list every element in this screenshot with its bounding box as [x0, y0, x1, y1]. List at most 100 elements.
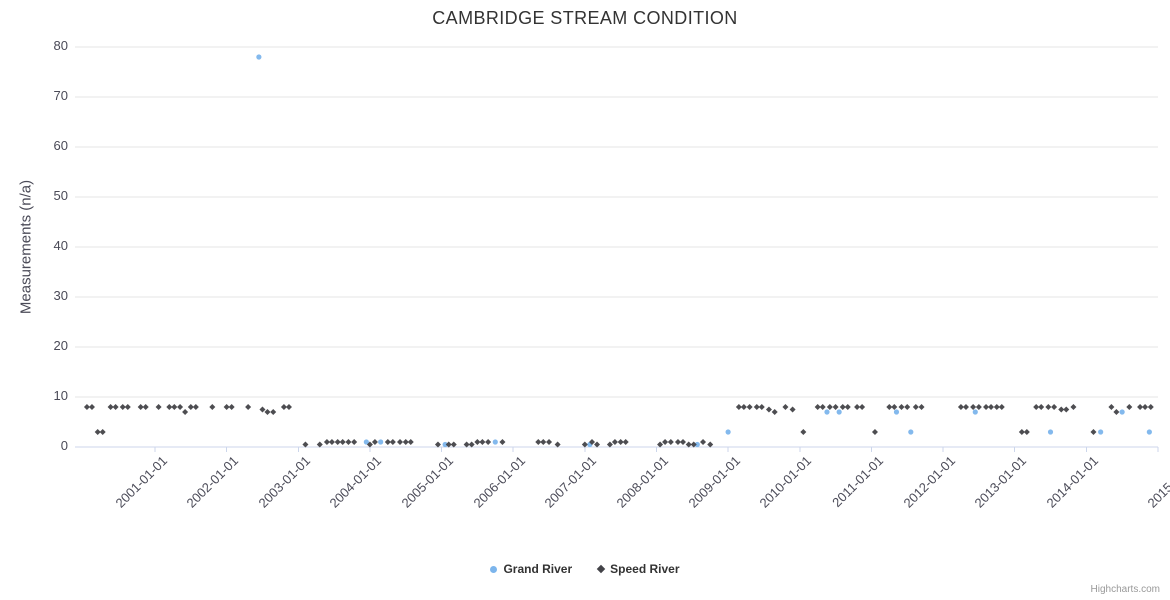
data-point-grand-river[interactable] — [824, 409, 830, 415]
data-point-speed-river[interactable] — [707, 441, 714, 448]
data-point-speed-river[interactable] — [171, 404, 178, 410]
data-point-speed-river[interactable] — [753, 404, 760, 410]
data-point-speed-river[interactable] — [594, 441, 601, 448]
data-point-speed-river[interactable] — [832, 404, 839, 410]
data-point-speed-river[interactable] — [611, 439, 618, 445]
data-point-speed-river[interactable] — [819, 404, 826, 410]
data-point-speed-river[interactable] — [546, 439, 553, 445]
data-point-speed-river[interactable] — [83, 404, 90, 410]
data-point-speed-river[interactable] — [209, 404, 216, 410]
data-point-speed-river[interactable] — [679, 439, 686, 445]
data-point-speed-river[interactable] — [622, 439, 629, 445]
data-point-speed-river[interactable] — [758, 404, 765, 410]
data-point-grand-river[interactable] — [363, 439, 369, 445]
data-point-speed-river[interactable] — [993, 404, 1000, 410]
data-point-speed-river[interactable] — [871, 429, 878, 435]
data-point-grand-river[interactable] — [378, 439, 384, 445]
data-point-grand-river[interactable] — [1047, 429, 1054, 435]
highcharts-credit[interactable]: Highcharts.com — [1090, 584, 1160, 595]
data-point-speed-river[interactable] — [259, 406, 266, 413]
data-point-speed-river[interactable] — [228, 404, 235, 410]
data-point-speed-river[interactable] — [479, 439, 486, 445]
data-point-speed-river[interactable] — [302, 441, 309, 448]
data-point-speed-river[interactable] — [859, 404, 866, 410]
data-point-speed-river[interactable] — [334, 439, 341, 445]
data-point-speed-river[interactable] — [94, 429, 101, 435]
data-point-speed-river[interactable] — [99, 429, 106, 435]
data-point-speed-river[interactable] — [499, 439, 506, 445]
data-point-speed-river[interactable] — [540, 439, 547, 445]
data-point-speed-river[interactable] — [1126, 404, 1133, 410]
data-point-speed-river[interactable] — [264, 409, 271, 415]
data-point-speed-river[interactable] — [657, 441, 664, 448]
data-point-speed-river[interactable] — [1063, 406, 1070, 413]
data-point-speed-river[interactable] — [735, 404, 742, 410]
data-point-speed-river[interactable] — [166, 404, 173, 410]
data-point-speed-river[interactable] — [667, 439, 674, 445]
data-point-speed-river[interactable] — [119, 404, 126, 410]
data-point-speed-river[interactable] — [1051, 404, 1058, 410]
data-point-speed-river[interactable] — [800, 429, 807, 435]
data-point-grand-river[interactable] — [836, 409, 842, 415]
data-point-speed-river[interactable] — [366, 441, 373, 448]
data-point-speed-river[interactable] — [1038, 404, 1045, 410]
data-point-speed-river[interactable] — [328, 439, 335, 445]
data-point-speed-river[interactable] — [371, 439, 378, 445]
data-point-speed-river[interactable] — [285, 404, 292, 410]
data-point-speed-river[interactable] — [1137, 404, 1144, 410]
data-point-speed-river[interactable] — [839, 404, 846, 410]
data-point-speed-river[interactable] — [746, 404, 753, 410]
data-point-speed-river[interactable] — [316, 441, 323, 448]
data-point-grand-river[interactable] — [1146, 429, 1152, 435]
data-point-speed-river[interactable] — [700, 439, 707, 445]
data-point-speed-river[interactable] — [450, 441, 457, 448]
data-point-speed-river[interactable] — [1113, 409, 1120, 415]
data-point-speed-river[interactable] — [187, 404, 194, 410]
data-point-speed-river[interactable] — [844, 404, 851, 410]
data-point-grand-river[interactable] — [725, 429, 731, 435]
data-point-speed-river[interactable] — [351, 439, 358, 445]
legend-item-speed-river[interactable]: Speed River — [596, 562, 680, 576]
data-point-speed-river[interactable] — [270, 409, 277, 415]
data-point-speed-river[interactable] — [581, 441, 588, 448]
data-point-speed-river[interactable] — [112, 404, 119, 410]
data-point-speed-river[interactable] — [975, 404, 982, 410]
data-point-speed-river[interactable] — [177, 404, 184, 410]
data-point-grand-river[interactable] — [1098, 429, 1104, 435]
data-point-speed-river[interactable] — [589, 439, 596, 445]
data-point-speed-river[interactable] — [192, 404, 199, 410]
data-point-speed-river[interactable] — [137, 404, 144, 410]
data-point-speed-river[interactable] — [662, 439, 669, 445]
data-point-speed-river[interactable] — [445, 441, 452, 448]
data-point-speed-river[interactable] — [535, 439, 542, 445]
data-point-speed-river[interactable] — [245, 404, 252, 410]
data-point-speed-river[interactable] — [765, 406, 772, 413]
data-point-speed-river[interactable] — [988, 404, 995, 410]
data-point-speed-river[interactable] — [814, 404, 821, 410]
data-point-speed-river[interactable] — [384, 439, 391, 445]
data-point-speed-river[interactable] — [957, 404, 964, 410]
data-point-grand-river[interactable] — [972, 409, 978, 415]
data-point-speed-river[interactable] — [155, 404, 162, 410]
data-point-speed-river[interactable] — [1018, 429, 1025, 435]
data-point-speed-river[interactable] — [962, 404, 969, 410]
data-point-speed-river[interactable] — [898, 404, 905, 410]
data-point-speed-river[interactable] — [1142, 404, 1149, 410]
data-point-speed-river[interactable] — [983, 404, 990, 410]
data-point-speed-river[interactable] — [1147, 404, 1154, 410]
data-point-speed-river[interactable] — [1070, 404, 1077, 410]
data-point-speed-river[interactable] — [789, 406, 796, 413]
data-point-grand-river[interactable] — [694, 441, 700, 448]
data-point-speed-river[interactable] — [674, 439, 681, 445]
data-point-speed-river[interactable] — [782, 404, 789, 410]
data-point-speed-river[interactable] — [280, 404, 287, 410]
data-point-speed-river[interactable] — [1108, 404, 1115, 410]
data-point-speed-river[interactable] — [685, 441, 692, 448]
data-point-speed-river[interactable] — [397, 439, 404, 445]
data-point-speed-river[interactable] — [182, 409, 189, 415]
data-point-speed-river[interactable] — [124, 404, 131, 410]
data-point-speed-river[interactable] — [886, 404, 893, 410]
data-point-speed-river[interactable] — [345, 439, 352, 445]
data-point-speed-river[interactable] — [88, 404, 95, 410]
legend-item-grand-river[interactable]: Grand River — [490, 562, 572, 576]
